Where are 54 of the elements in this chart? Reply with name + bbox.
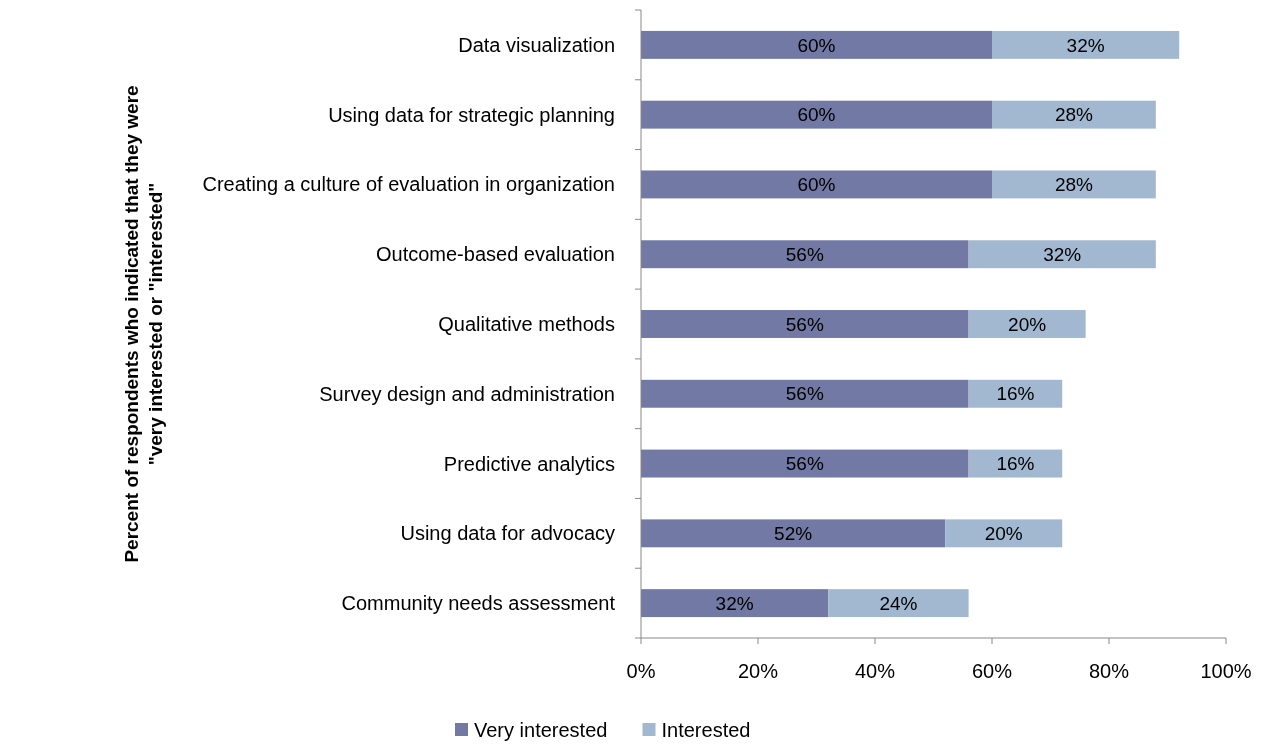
data-label: 60%	[797, 34, 836, 56]
bar	[945, 519, 1063, 548]
data-label: 60%	[797, 174, 836, 196]
bar	[641, 519, 946, 548]
data-label: 56%	[785, 313, 824, 335]
bar	[992, 30, 1180, 59]
legend-label: Interested	[661, 719, 751, 741]
data-label: 20%	[1008, 313, 1047, 335]
data-label: 56%	[785, 383, 824, 405]
x-tick-label: 60%	[971, 660, 1013, 682]
bar	[968, 310, 1086, 338]
x-tick-label: 20%	[737, 660, 779, 682]
data-label: 28%	[1054, 174, 1094, 196]
y-tick-label: Qualitative methods	[438, 313, 615, 335]
bar	[641, 589, 829, 618]
x-tick-label: 100%	[1200, 660, 1252, 682]
y-tick-label: Survey design and administration	[319, 382, 615, 405]
data-label: 20%	[984, 522, 1023, 544]
data-label: 32%	[1043, 243, 1082, 265]
x-tick-label: 80%	[1088, 660, 1130, 682]
bar	[641, 310, 969, 338]
bar	[968, 379, 1063, 408]
y-tick-label: Community needs assessment	[341, 592, 616, 615]
y-tick-label: Data visualization	[458, 33, 615, 56]
data-label: 56%	[785, 453, 824, 475]
bar	[968, 240, 1156, 269]
data-label: 32%	[715, 592, 754, 614]
data-label: 60%	[797, 104, 836, 126]
x-tick-label: 40%	[854, 660, 896, 682]
bar	[641, 240, 969, 269]
data-label: 16%	[996, 453, 1035, 475]
x-tick-label: 0%	[626, 660, 656, 682]
y-tick-label: Outcome-based evaluation	[375, 243, 615, 266]
y-tick-label: Predictive analytics	[443, 452, 615, 475]
bar	[992, 100, 1156, 129]
bar	[641, 379, 969, 408]
data-label: 56%	[785, 243, 824, 265]
y-tick-label: Creating a culture of evaluation in organization	[202, 173, 615, 196]
data-label: 28%	[1054, 104, 1094, 126]
bar	[641, 100, 992, 129]
bar	[641, 30, 992, 59]
data-label: 52%	[774, 522, 813, 544]
bar	[828, 589, 969, 618]
data-label: 32%	[1066, 34, 1105, 56]
bar	[968, 449, 1063, 478]
y-tick-label: Using data for advocacy	[400, 522, 615, 545]
bar	[641, 170, 992, 199]
data-label: 24%	[879, 592, 918, 614]
legend-label: Very interested	[474, 719, 608, 741]
bar	[992, 170, 1156, 199]
bar	[641, 449, 969, 478]
y-axis-title: Percent of respondents who indicated that they were "very interested or "interested"	[121, 85, 166, 563]
data-label: 16%	[996, 383, 1035, 405]
y-tick-label: Using data for strategic planning	[328, 103, 615, 126]
